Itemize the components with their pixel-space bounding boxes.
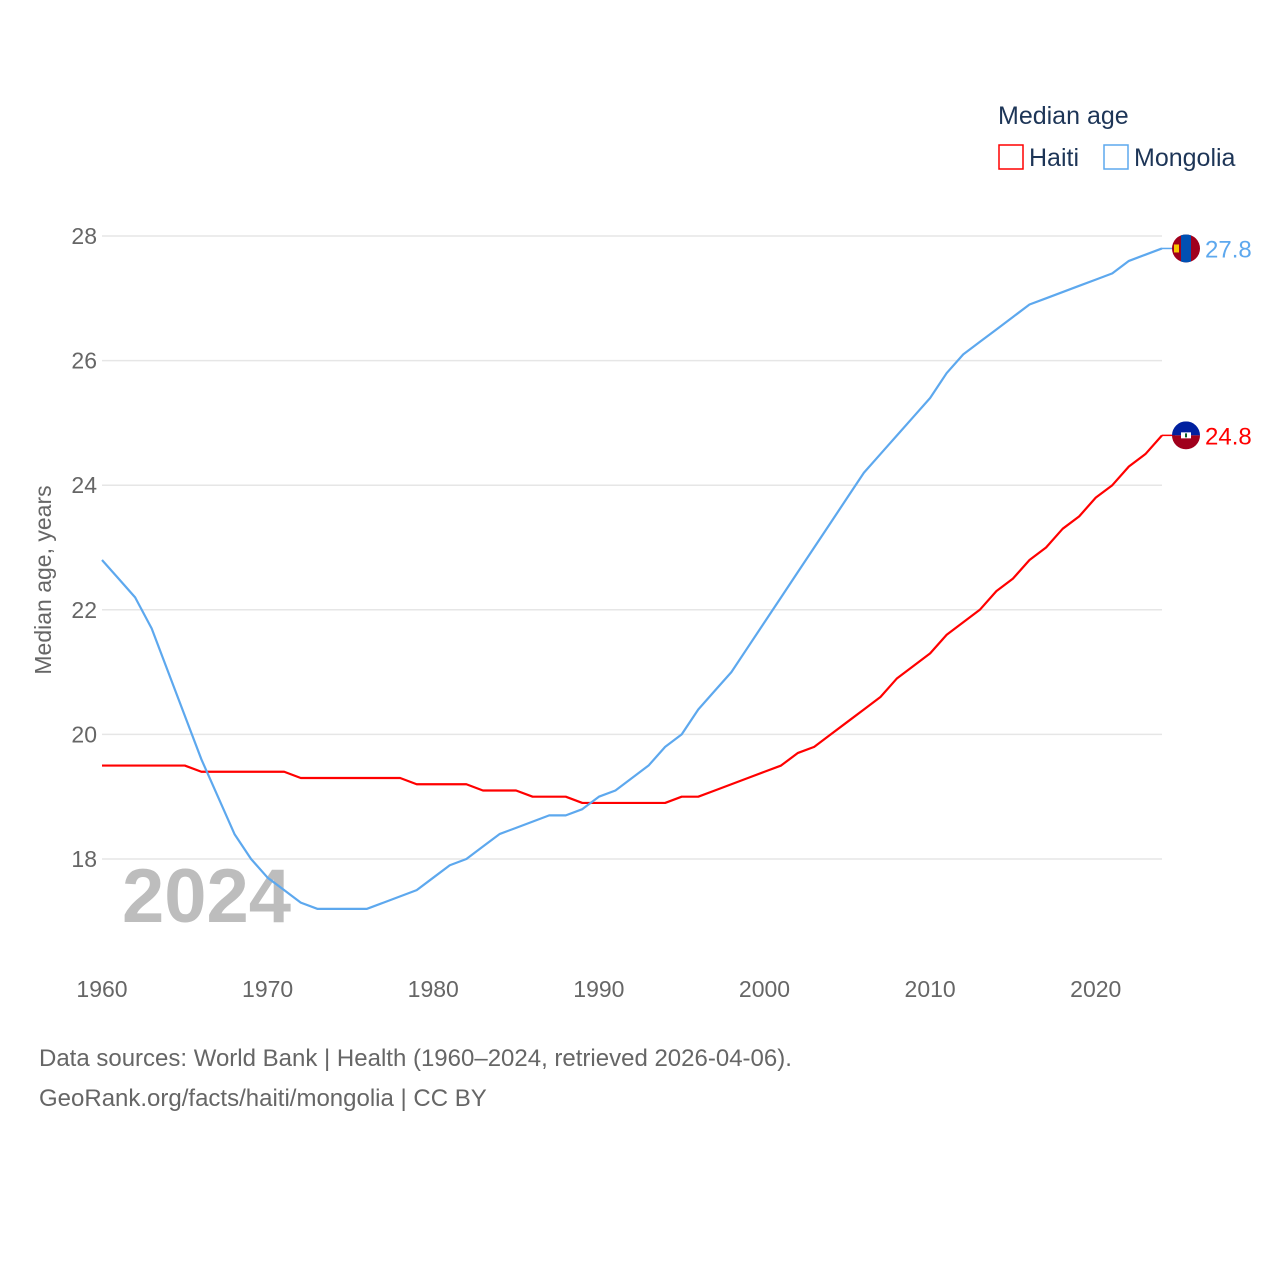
mongolia-flag-icon [1172,234,1200,263]
legend-swatch-mongolia [1103,144,1129,170]
series-line-haiti[interactable] [102,434,1163,805]
x-tick-label: 1960 [76,976,127,1002]
legend-title: Median age [998,102,1129,130]
end-labels: 24.8 27.8 [1162,234,1252,450]
legend: Median age Haiti Mongolia [998,102,1236,172]
end-value-haiti: 24.8 [1205,423,1252,450]
haiti-flag-icon [1172,421,1200,450]
source-note: Data sources: World Bank | Health (1960–… [39,1045,792,1072]
x-tick-label: 2020 [1070,976,1121,1002]
series-line-mongolia[interactable] [101,247,1163,910]
legend-item-mongolia[interactable]: Mongolia [1103,144,1236,172]
x-tick-label: 1990 [573,976,624,1002]
y-axis: 18 20 22 24 26 28 [71,223,97,872]
year-watermark: 2024 [122,854,291,939]
y-tick-label: 24 [71,472,97,498]
y-axis-label: Median age, years [30,485,56,674]
legend-label-haiti: Haiti [1029,144,1079,172]
y-tick-label: 26 [71,348,97,374]
legend-label-mongolia: Mongolia [1134,144,1236,172]
x-axis: 1960 1970 1980 1990 2000 2010 2020 [76,976,1121,1002]
x-tick-label: 1970 [242,976,293,1002]
end-value-mongolia: 27.8 [1205,236,1252,263]
y-tick-label: 20 [71,721,97,747]
source-link[interactable]: GeoRank.org/facts/haiti/mongolia | CC BY [39,1085,487,1112]
y-tick-label: 18 [71,846,97,872]
x-tick-label: 2010 [905,976,956,1002]
legend-swatch-haiti [998,144,1024,170]
y-tick-label: 22 [71,597,97,623]
x-tick-label: 2000 [739,976,790,1002]
x-tick-label: 1980 [408,976,459,1002]
series-lines [101,247,1163,910]
legend-item-haiti[interactable]: Haiti [998,144,1079,172]
grid [102,235,1162,860]
y-tick-label: 28 [71,223,97,249]
